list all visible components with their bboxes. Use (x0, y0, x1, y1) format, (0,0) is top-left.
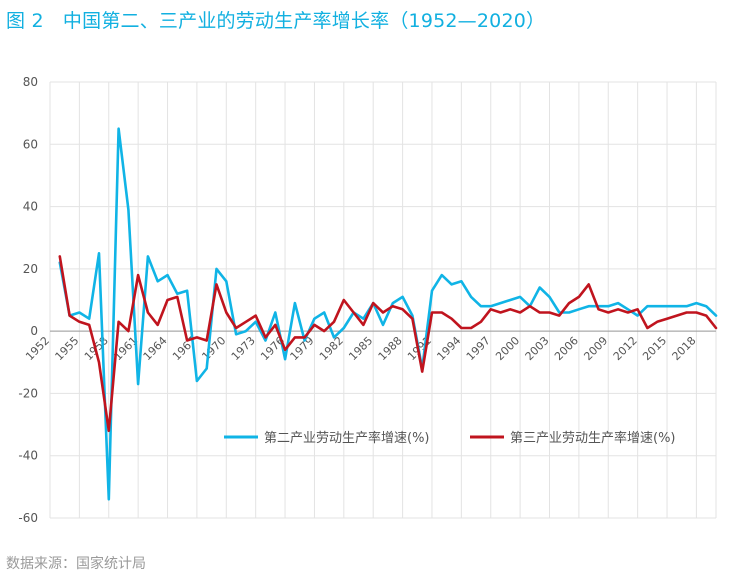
x-tick-label: 1973 (229, 334, 258, 363)
y-tick-label: 0 (30, 324, 38, 338)
legend-label: 第二产业劳动生产率增速(%) (264, 430, 430, 446)
x-tick-label: 1982 (317, 334, 346, 363)
data-source-note: 数据来源：国家统计局 (6, 556, 146, 572)
x-tick-label: 1952 (23, 334, 52, 363)
legend: 第二产业劳动生产率增速(%) 第三产业劳动生产率增速(%) (224, 430, 676, 446)
series-line-secondary-industry (58, 127, 718, 501)
x-tick-label: 2015 (640, 334, 669, 363)
series-line-tertiary-industry (58, 255, 718, 433)
series (58, 127, 718, 501)
y-tick-label: -60 (18, 511, 38, 525)
x-tick-label: 2003 (523, 334, 552, 363)
y-tick-label: 60 (23, 137, 38, 151)
x-tick-label: 2009 (581, 334, 610, 363)
y-tick-label: 80 (23, 75, 38, 89)
chart-title: 图 2 中国第二、三产业的劳动生产率增长率（1952—2020） (6, 10, 546, 32)
x-tick-label: 2012 (611, 334, 640, 363)
x-tick-label: 1997 (464, 334, 493, 363)
y-tick-label: -40 (18, 449, 38, 463)
y-tick-label: -20 (18, 386, 38, 400)
x-tick-label: 1985 (346, 334, 375, 363)
x-tick-label: 2000 (493, 334, 522, 363)
x-tick-label: 1955 (53, 334, 82, 363)
x-tick-label: 1994 (434, 334, 463, 363)
legend-label: 第三产业劳动生产率增速(%) (510, 430, 676, 446)
x-tick-label: 2018 (670, 334, 699, 363)
grid (49, 81, 717, 519)
x-tick-label: 2006 (552, 334, 581, 363)
x-tick-label: 1988 (376, 334, 405, 363)
x-tick-label: 1964 (141, 334, 170, 363)
y-tick-label: 40 (23, 200, 38, 214)
y-tick-label: 20 (23, 262, 38, 276)
